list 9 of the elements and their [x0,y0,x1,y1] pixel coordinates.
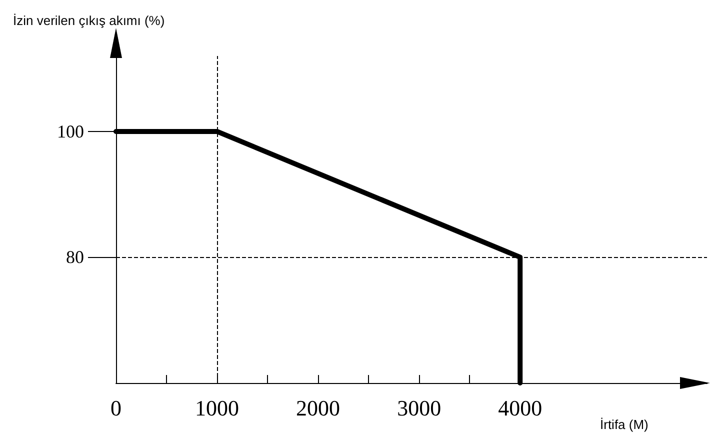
x-tick-label: 2000 [296,396,340,420]
x-tick-label: 0 [110,396,122,420]
x-tick-label: 3000 [397,396,442,420]
y-tick-label: 100 [57,121,84,142]
x-tick-label: 4000 [498,396,542,420]
x-axis-title: İrtifa (M) [600,417,648,432]
y-tick-label: 80 [66,247,84,268]
x-tick-label: 1000 [195,396,240,420]
y-axis-title: İzin verilen çıkış akımı (%) [13,13,165,28]
